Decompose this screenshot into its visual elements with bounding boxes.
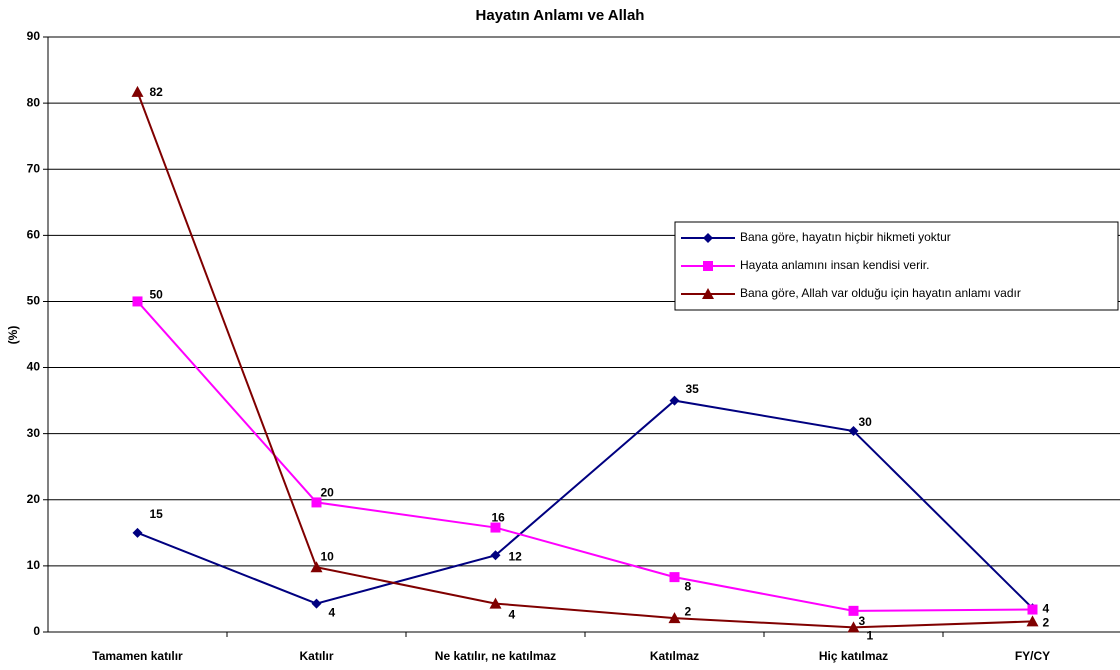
x-tick-label: Hiç katılmaz — [819, 649, 888, 663]
data-point — [1026, 615, 1039, 627]
data-point — [132, 527, 143, 538]
data-point — [490, 550, 501, 561]
data-label: 35 — [686, 382, 700, 396]
data-label: 8 — [685, 579, 692, 593]
series-line — [136, 300, 1033, 612]
data-label: 1 — [867, 629, 874, 643]
legend-label: Bana göre, hayatın hiçbir hikmeti yoktur — [740, 230, 951, 244]
data-point — [132, 296, 143, 307]
data-point — [848, 605, 859, 616]
y-tick-label: 80 — [27, 95, 41, 109]
data-label: 2 — [685, 604, 692, 618]
data-label: 4 — [1043, 601, 1050, 615]
data-label: 4 — [509, 608, 516, 622]
legend-box — [674, 221, 1119, 311]
data-label: 3 — [859, 614, 866, 628]
data-point — [311, 598, 322, 609]
data-label: 16 — [492, 511, 506, 525]
y-tick-label: 30 — [27, 426, 41, 440]
data-point — [131, 85, 144, 97]
data-label: 4 — [329, 606, 336, 620]
y-axis-label: (%) — [6, 326, 20, 345]
data-point — [847, 621, 860, 633]
y-tick-label: 40 — [27, 360, 41, 374]
data-label: 10 — [321, 549, 335, 563]
x-tick-label: Katılır — [299, 649, 333, 663]
data-label: 50 — [150, 288, 164, 302]
data-label: 15 — [150, 507, 164, 521]
chart-title: Hayatın Anlamı ve Allah — [476, 7, 645, 24]
series-line — [136, 91, 1033, 629]
legend-label: Hayata anlamını insan kendisi verir. — [740, 258, 929, 272]
y-tick-label: 20 — [27, 492, 41, 506]
legend-marker — [703, 261, 713, 271]
legend-label: Bana göre, Allah var olduğu için hayatın… — [740, 286, 1021, 300]
data-label: 30 — [859, 415, 873, 429]
y-tick-label: 0 — [33, 624, 40, 638]
data-point — [669, 395, 680, 406]
data-label: 12 — [509, 549, 523, 563]
data-point — [311, 497, 322, 508]
data-point — [848, 426, 859, 437]
data-label: 2 — [1043, 616, 1050, 630]
legend-marker — [702, 288, 714, 299]
y-tick-label: 50 — [27, 294, 41, 308]
data-point — [310, 561, 323, 573]
x-tick-label: Tamamen katılır — [92, 649, 183, 663]
x-tick-label: FY/CY — [1015, 649, 1050, 663]
data-point — [1027, 604, 1038, 615]
y-tick-label: 60 — [27, 228, 41, 242]
x-tick-label: Ne katılır, ne katılmaz — [435, 649, 556, 663]
data-point — [489, 597, 502, 609]
series-line — [137, 399, 1034, 609]
data-point — [668, 612, 681, 624]
legend-marker — [703, 233, 713, 243]
y-tick-label: 10 — [27, 558, 41, 572]
x-tick-label: Katılmaz — [650, 649, 699, 663]
y-tick-label: 70 — [27, 161, 41, 175]
data-label: 20 — [321, 486, 335, 500]
data-point — [490, 522, 501, 533]
data-point — [669, 572, 680, 583]
data-label: 82 — [150, 85, 164, 99]
y-tick-label: 90 — [27, 29, 41, 43]
